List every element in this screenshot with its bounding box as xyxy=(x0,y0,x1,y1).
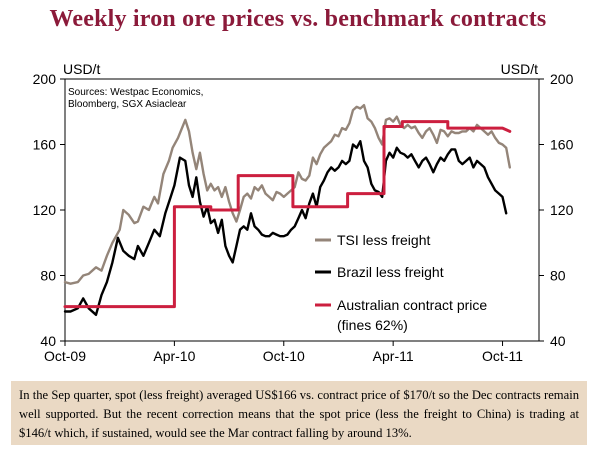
legend-label-tsi: TSI less freight xyxy=(337,232,430,248)
y-tick-label-left: 80 xyxy=(40,268,56,284)
y-tick-label-left: 200 xyxy=(33,71,57,87)
source-note-line-2: Bloomberg, SGX Asiaclear xyxy=(68,99,187,110)
y-tick-label-right: 80 xyxy=(550,268,566,284)
legend-label-australian: Australian contract price xyxy=(337,297,487,313)
chart-title: Weekly iron ore prices vs. benchmark con… xyxy=(49,6,547,32)
series-line-australian-contract-price xyxy=(63,120,512,309)
y-tick-label-right: 160 xyxy=(550,137,574,153)
chart-caption: In the Sep quarter, spot (less freight) … xyxy=(11,381,587,445)
x-tick-label: Apr-10 xyxy=(153,348,195,364)
x-tick-label: Oct-09 xyxy=(44,348,86,364)
legend-label-australian-detail: (fines 62%) xyxy=(337,317,408,333)
y-tick-label-right: 120 xyxy=(550,202,574,218)
y-tick-label-left: 160 xyxy=(33,137,57,153)
source-note-line-1: Sources: Westpac Economics, xyxy=(68,87,203,98)
iron-ore-price-chart: 40 80 120 160 200 40 80 120 160 200 Oct-09 Apr-10… xyxy=(33,61,574,364)
y-tick-label-right: 200 xyxy=(550,71,574,87)
y-unit-left: USD/t xyxy=(63,61,100,77)
series-line-brazil-less-freight xyxy=(63,139,508,316)
x-tick-label: Apr-11 xyxy=(373,348,414,364)
legend-label-brazil: Brazil less freight xyxy=(337,264,444,280)
y-unit-right: USD/t xyxy=(501,61,538,77)
y-tick-label-left: 120 xyxy=(33,202,57,218)
x-tick-label: Oct-10 xyxy=(263,348,305,364)
y-tick-label-left: 40 xyxy=(40,333,56,349)
y-tick-label-right: 40 xyxy=(550,333,566,349)
series-line-tsi-less-freight xyxy=(63,103,511,285)
x-tick-label: Oct-11 xyxy=(482,348,523,364)
